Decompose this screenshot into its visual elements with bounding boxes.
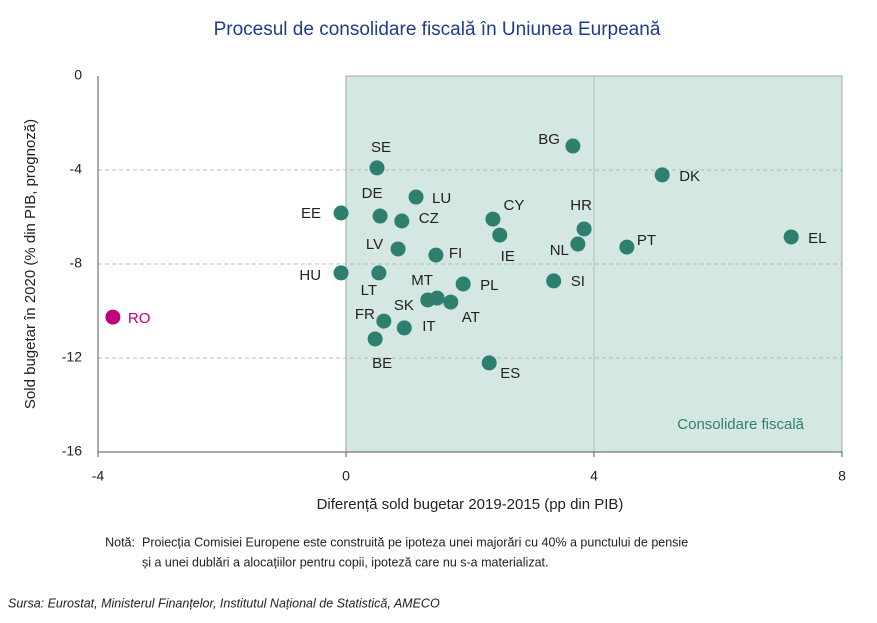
- point-label: LT: [361, 282, 377, 299]
- point-label: ES: [500, 365, 520, 382]
- point: [428, 247, 444, 263]
- y-tick-label: -16: [62, 443, 82, 459]
- point-label: LV: [366, 236, 383, 253]
- x-tick-label: 0: [342, 468, 350, 484]
- point-label: LU: [432, 190, 451, 207]
- point-label: EE: [301, 205, 321, 222]
- x-axis-label: Diferență sold bugetar 2019-2015 (pp din…: [317, 496, 624, 513]
- point-label: DE: [362, 185, 383, 202]
- point-label: AT: [462, 309, 480, 326]
- note-line: Proiecția Comisiei Europene este constru…: [142, 535, 688, 549]
- point-label: SK: [394, 297, 414, 314]
- point: [570, 236, 586, 252]
- y-tick-label: 0: [74, 67, 82, 83]
- point: [396, 320, 412, 336]
- point: [333, 205, 349, 221]
- point: [485, 211, 501, 227]
- point: [455, 276, 471, 292]
- y-tick-label: -12: [62, 349, 82, 365]
- point-label: HR: [570, 197, 592, 214]
- point: [372, 208, 388, 224]
- point-label: CY: [504, 197, 525, 214]
- note-label: Notă:: [105, 535, 135, 549]
- point-label: FR: [355, 306, 375, 323]
- y-tick-label: -8: [70, 255, 83, 271]
- point: [333, 265, 349, 281]
- point: [565, 138, 581, 154]
- point-label: DK: [679, 168, 700, 185]
- chart-title: Procesul de consolidare fiscală în Uniun…: [214, 19, 661, 40]
- point: [408, 189, 424, 205]
- point-label: SE: [371, 139, 391, 156]
- x-tick-label: -4: [92, 468, 105, 484]
- note-line: și a unei dublări a alocațiilor pentru c…: [142, 555, 548, 569]
- point: [371, 265, 387, 281]
- point-label: IE: [501, 248, 515, 265]
- point-label: SI: [571, 273, 585, 290]
- y-tick-label: -4: [70, 161, 83, 177]
- point: [546, 273, 562, 289]
- point: [105, 309, 121, 325]
- point-label: IT: [422, 318, 435, 335]
- point: [481, 355, 497, 371]
- point: [576, 221, 592, 237]
- point-label: PL: [480, 277, 498, 294]
- point: [367, 331, 383, 347]
- point: [394, 213, 410, 229]
- point: [783, 229, 799, 245]
- source: Sursa: Eurostat, Ministerul Finanțelor, …: [8, 596, 440, 610]
- point-label: EL: [808, 230, 826, 247]
- point-label: BG: [538, 131, 560, 148]
- point: [390, 241, 406, 257]
- point: [369, 160, 385, 176]
- point: [376, 313, 392, 329]
- x-tick-label: 4: [590, 468, 598, 484]
- region-label: Consolidare fiscală: [677, 416, 804, 433]
- point: [654, 167, 670, 183]
- point: [492, 227, 508, 243]
- point-label: MT: [411, 272, 433, 289]
- point-label: BE: [372, 355, 392, 372]
- point: [420, 292, 436, 308]
- point-label: RO: [128, 310, 151, 327]
- point-label: NL: [550, 242, 569, 259]
- y-axis-label: Sold bugetar în 2020 (% din PIB, prognoz…: [22, 119, 39, 409]
- point: [619, 239, 635, 255]
- point-label: HU: [299, 267, 321, 284]
- point-label: FI: [449, 245, 462, 262]
- x-tick-label: 8: [838, 468, 846, 484]
- point-label: PT: [637, 232, 656, 249]
- point: [443, 294, 459, 310]
- point-label: CZ: [419, 210, 439, 227]
